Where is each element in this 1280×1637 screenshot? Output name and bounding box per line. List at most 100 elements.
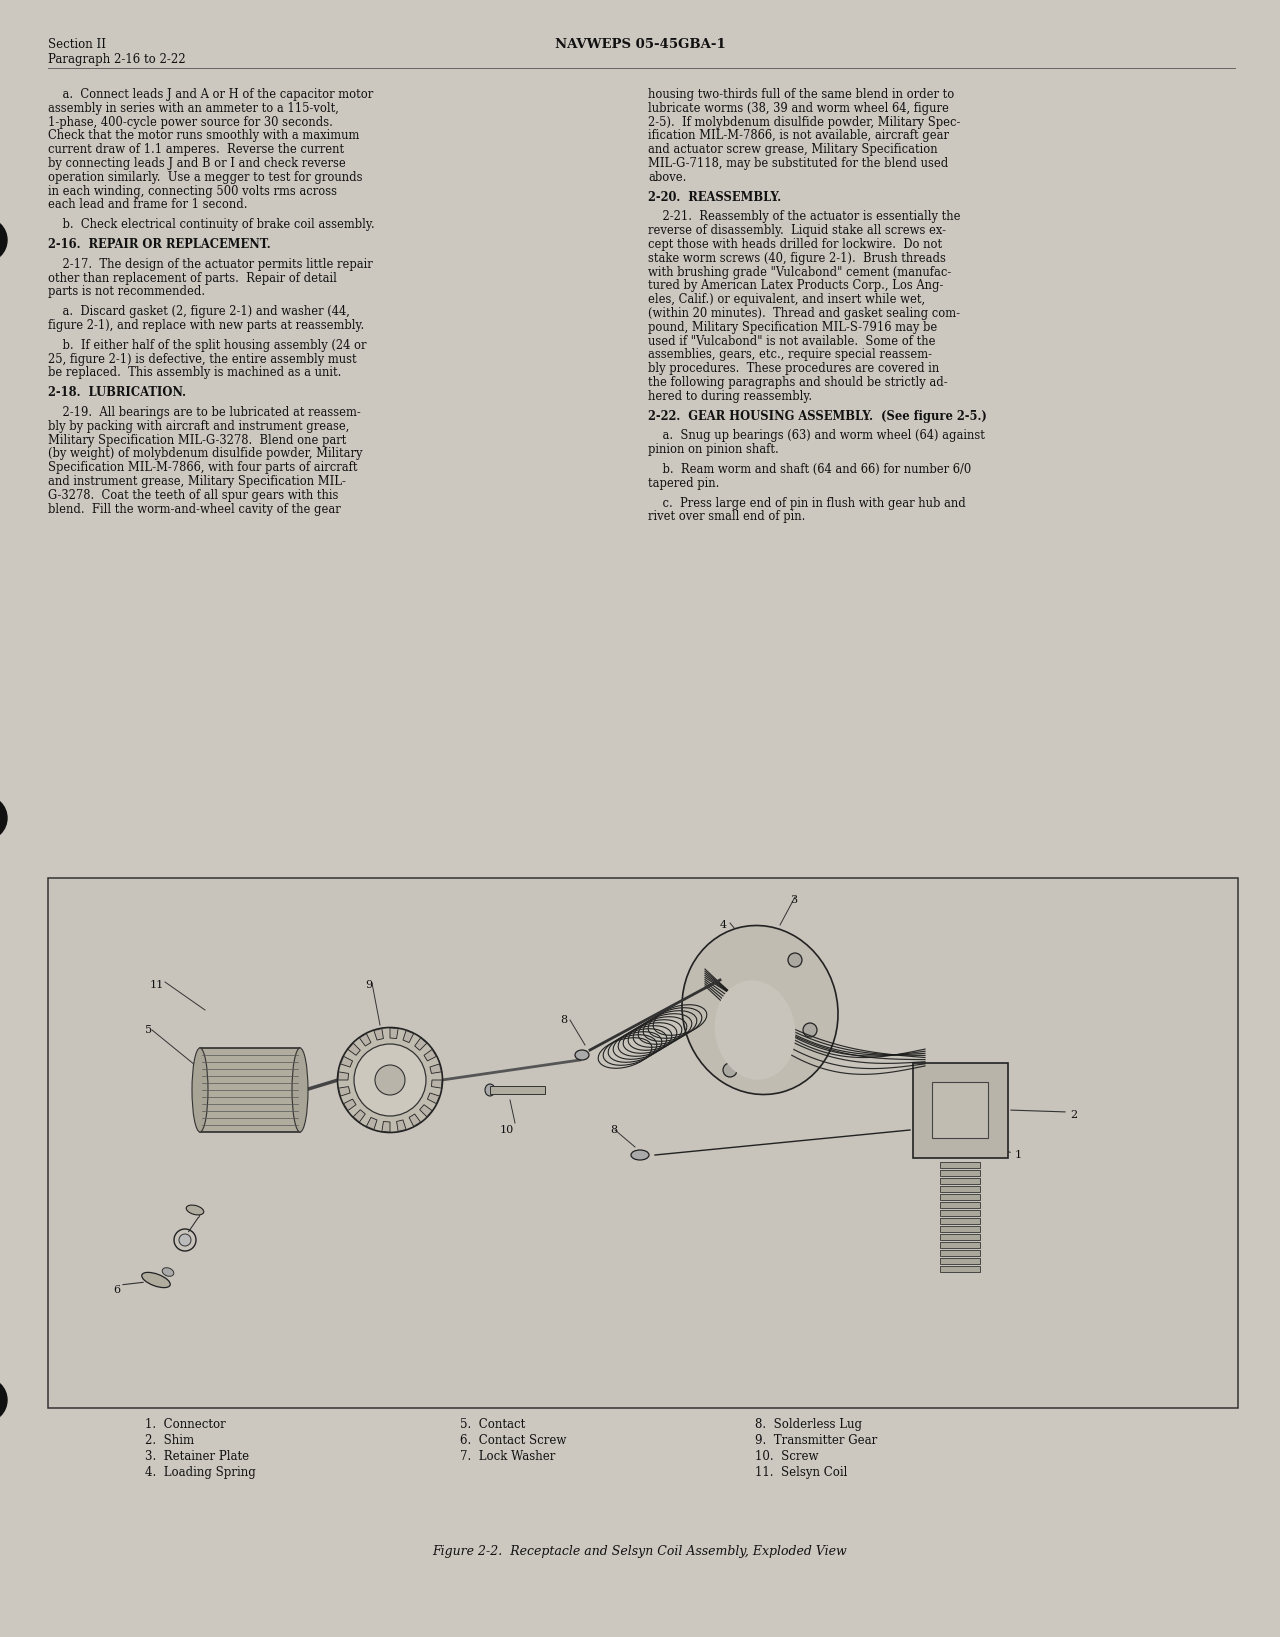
Ellipse shape bbox=[192, 1048, 207, 1133]
Text: (by weight) of molybdenum disulfide powder, Military: (by weight) of molybdenum disulfide powd… bbox=[49, 447, 362, 460]
Text: cept those with heads drilled for lockwire.  Do not: cept those with heads drilled for lockwi… bbox=[648, 237, 942, 250]
Polygon shape bbox=[338, 1072, 348, 1080]
Bar bbox=[940, 1226, 980, 1231]
Polygon shape bbox=[348, 1043, 360, 1056]
Circle shape bbox=[0, 796, 6, 840]
Text: Section II: Section II bbox=[49, 38, 106, 51]
Text: 2-22.  GEAR HOUSING ASSEMBLY.  (See figure 2-5.): 2-22. GEAR HOUSING ASSEMBLY. (See figure… bbox=[648, 409, 987, 422]
Text: 7.  Lock Washer: 7. Lock Washer bbox=[460, 1450, 556, 1463]
Text: 4.  Loading Spring: 4. Loading Spring bbox=[145, 1467, 256, 1478]
Text: ification MIL-M-7866, is not available, aircraft gear: ification MIL-M-7866, is not available, … bbox=[648, 129, 948, 142]
Text: 8.  Solderless Lug: 8. Solderless Lug bbox=[755, 1418, 861, 1431]
Polygon shape bbox=[403, 1031, 413, 1043]
Text: with brushing grade "Vulcabond" cement (manufac-: with brushing grade "Vulcabond" cement (… bbox=[648, 265, 951, 278]
Bar bbox=[49, 877, 1238, 1408]
Polygon shape bbox=[428, 1094, 439, 1103]
Polygon shape bbox=[339, 1087, 349, 1097]
Text: NAVWEPS 05-45GBA-1: NAVWEPS 05-45GBA-1 bbox=[554, 38, 726, 51]
Text: 8: 8 bbox=[611, 1125, 617, 1134]
Polygon shape bbox=[424, 1049, 436, 1061]
Text: be replaced.  This assembly is machined as a unit.: be replaced. This assembly is machined a… bbox=[49, 367, 342, 380]
Text: 9.  Transmitter Gear: 9. Transmitter Gear bbox=[755, 1434, 877, 1447]
Text: 2-16.  REPAIR OR REPLACEMENT.: 2-16. REPAIR OR REPLACEMENT. bbox=[49, 237, 270, 250]
Text: MIL-G-7118, may be substituted for the blend used: MIL-G-7118, may be substituted for the b… bbox=[648, 157, 948, 170]
Polygon shape bbox=[340, 1056, 352, 1067]
Text: 2-20.  REASSEMBLY.: 2-20. REASSEMBLY. bbox=[648, 190, 781, 203]
Text: b.  If either half of the split housing assembly (24 or: b. If either half of the split housing a… bbox=[49, 339, 366, 352]
Ellipse shape bbox=[989, 1139, 1001, 1151]
Text: and actuator screw grease, Military Specification: and actuator screw grease, Military Spec… bbox=[648, 142, 938, 156]
Circle shape bbox=[0, 218, 6, 262]
Ellipse shape bbox=[338, 1028, 443, 1133]
Text: 6: 6 bbox=[113, 1285, 120, 1295]
Ellipse shape bbox=[186, 1205, 204, 1215]
Text: bly procedures.  These procedures are covered in: bly procedures. These procedures are cov… bbox=[648, 362, 940, 375]
Bar bbox=[940, 1162, 980, 1167]
Bar bbox=[940, 1210, 980, 1216]
Text: 11: 11 bbox=[150, 981, 164, 990]
Ellipse shape bbox=[575, 1049, 589, 1061]
Polygon shape bbox=[353, 1110, 365, 1121]
Text: assembly in series with an ammeter to a 115-volt,: assembly in series with an ammeter to a … bbox=[49, 101, 339, 115]
Text: 10: 10 bbox=[500, 1125, 515, 1134]
Polygon shape bbox=[420, 1105, 433, 1116]
Text: tapered pin.: tapered pin. bbox=[648, 476, 719, 489]
Text: 9: 9 bbox=[365, 981, 372, 990]
Text: 25, figure 2-1) is defective, the entire assembly must: 25, figure 2-1) is defective, the entire… bbox=[49, 352, 357, 365]
Ellipse shape bbox=[919, 1139, 931, 1151]
Text: 1-phase, 400-cycle power source for 30 seconds.: 1-phase, 400-cycle power source for 30 s… bbox=[49, 116, 333, 129]
Text: b.  Check electrical continuity of brake coil assembly.: b. Check electrical continuity of brake … bbox=[49, 218, 375, 231]
Text: 2-18.  LUBRICATION.: 2-18. LUBRICATION. bbox=[49, 386, 186, 399]
Ellipse shape bbox=[714, 981, 795, 1080]
Text: above.: above. bbox=[648, 170, 686, 183]
Text: Paragraph 2-16 to 2-22: Paragraph 2-16 to 2-22 bbox=[49, 52, 186, 65]
Ellipse shape bbox=[631, 1151, 649, 1161]
Polygon shape bbox=[431, 1080, 442, 1089]
Text: G-3278.  Coat the teeth of all spur gears with this: G-3278. Coat the teeth of all spur gears… bbox=[49, 489, 338, 503]
Bar bbox=[940, 1249, 980, 1256]
Ellipse shape bbox=[682, 925, 838, 1095]
Text: eles, Calif.) or equivalent, and insert while wet,: eles, Calif.) or equivalent, and insert … bbox=[648, 293, 925, 306]
Ellipse shape bbox=[179, 1234, 191, 1246]
Ellipse shape bbox=[919, 1069, 931, 1080]
Text: assemblies, gears, etc., require special reassem-: assemblies, gears, etc., require special… bbox=[648, 349, 932, 362]
Text: 2-19.  All bearings are to be lubricated at reassem-: 2-19. All bearings are to be lubricated … bbox=[49, 406, 361, 419]
Bar bbox=[940, 1265, 980, 1272]
Text: Figure 2-2.  Receptacle and Selsyn Coil Assembly, Exploded View: Figure 2-2. Receptacle and Selsyn Coil A… bbox=[433, 1545, 847, 1558]
Bar bbox=[932, 1082, 988, 1138]
Polygon shape bbox=[410, 1115, 421, 1126]
Text: 1.  Connector: 1. Connector bbox=[145, 1418, 225, 1431]
Text: a.  Connect leads J and A or H of the capacitor motor: a. Connect leads J and A or H of the cap… bbox=[49, 88, 374, 101]
Text: figure 2-1), and replace with new parts at reassembly.: figure 2-1), and replace with new parts … bbox=[49, 319, 365, 332]
Polygon shape bbox=[397, 1120, 406, 1131]
Text: parts is not recommended.: parts is not recommended. bbox=[49, 285, 205, 298]
Text: bly by packing with aircraft and instrument grease,: bly by packing with aircraft and instrum… bbox=[49, 419, 349, 432]
Text: 8: 8 bbox=[561, 1015, 567, 1025]
Circle shape bbox=[0, 1378, 6, 1423]
Polygon shape bbox=[390, 1028, 398, 1038]
Text: 2-17.  The design of the actuator permits little repair: 2-17. The design of the actuator permits… bbox=[49, 257, 372, 270]
Text: operation similarly.  Use a megger to test for grounds: operation similarly. Use a megger to tes… bbox=[49, 170, 362, 183]
Bar bbox=[490, 1085, 545, 1094]
Text: blend.  Fill the worm-and-wheel cavity of the gear: blend. Fill the worm-and-wheel cavity of… bbox=[49, 503, 340, 516]
Polygon shape bbox=[366, 1118, 378, 1130]
Bar bbox=[940, 1202, 980, 1208]
Text: other than replacement of parts.  Repair of detail: other than replacement of parts. Repair … bbox=[49, 272, 337, 285]
Text: by connecting leads J and B or I and check reverse: by connecting leads J and B or I and che… bbox=[49, 157, 346, 170]
Text: housing two-thirds full of the same blend in order to: housing two-thirds full of the same blen… bbox=[648, 88, 955, 101]
Bar bbox=[940, 1234, 980, 1239]
Bar bbox=[940, 1185, 980, 1192]
Ellipse shape bbox=[142, 1272, 170, 1288]
Text: hered to during reassembly.: hered to during reassembly. bbox=[648, 390, 812, 403]
Text: in each winding, connecting 500 volts rms across: in each winding, connecting 500 volts rm… bbox=[49, 185, 337, 198]
Polygon shape bbox=[374, 1028, 384, 1039]
Ellipse shape bbox=[485, 1084, 495, 1097]
Text: each lead and frame for 1 second.: each lead and frame for 1 second. bbox=[49, 198, 247, 211]
Text: 3.  Retainer Plate: 3. Retainer Plate bbox=[145, 1450, 250, 1463]
Ellipse shape bbox=[163, 1267, 174, 1277]
Text: a.  Snug up bearings (63) and worm wheel (64) against: a. Snug up bearings (63) and worm wheel … bbox=[648, 429, 984, 442]
Text: lubricate worms (38, 39 and worm wheel 64, figure: lubricate worms (38, 39 and worm wheel 6… bbox=[648, 101, 948, 115]
Ellipse shape bbox=[803, 1023, 817, 1036]
Polygon shape bbox=[415, 1038, 426, 1051]
Text: used if "Vulcabond" is not available.  Some of the: used if "Vulcabond" is not available. So… bbox=[648, 334, 936, 347]
